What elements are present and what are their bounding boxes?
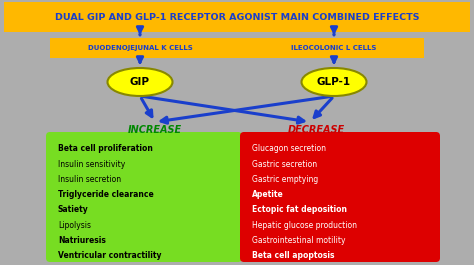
Text: DUAL GIP AND GLP-1 RECEPTOR AGONIST MAIN COMBINED EFFECTS: DUAL GIP AND GLP-1 RECEPTOR AGONIST MAIN… xyxy=(55,12,419,21)
Text: DECREASE: DECREASE xyxy=(287,125,345,135)
Text: Triglyceride clearance: Triglyceride clearance xyxy=(58,190,154,199)
Text: Apetite: Apetite xyxy=(252,190,284,199)
Text: DUODENOJEJUNAL K CELLS: DUODENOJEJUNAL K CELLS xyxy=(88,45,192,51)
FancyBboxPatch shape xyxy=(240,132,440,262)
Ellipse shape xyxy=(301,68,366,96)
Text: Natriuresis: Natriuresis xyxy=(58,236,106,245)
Text: Beta cell proliferation: Beta cell proliferation xyxy=(58,144,153,153)
Text: Beta cell apoptosis: Beta cell apoptosis xyxy=(252,251,335,260)
Text: Glucagon secretion: Glucagon secretion xyxy=(252,144,326,153)
Text: Hepatic glucose production: Hepatic glucose production xyxy=(252,220,357,229)
Text: Insulin sensitivity: Insulin sensitivity xyxy=(58,160,125,169)
Text: Ventricular contractility: Ventricular contractility xyxy=(58,251,162,260)
Text: GLP-1: GLP-1 xyxy=(317,77,351,87)
Text: Gastric secretion: Gastric secretion xyxy=(252,160,317,169)
FancyBboxPatch shape xyxy=(46,132,242,262)
Text: Ectopic fat deposition: Ectopic fat deposition xyxy=(252,205,347,214)
Text: Gastric emptying: Gastric emptying xyxy=(252,175,318,184)
FancyBboxPatch shape xyxy=(4,2,470,32)
Text: Insulin secretion: Insulin secretion xyxy=(58,175,121,184)
Text: Satiety: Satiety xyxy=(58,205,89,214)
Text: Lipolysis: Lipolysis xyxy=(58,220,91,229)
FancyBboxPatch shape xyxy=(50,38,424,58)
Text: INCREASE: INCREASE xyxy=(128,125,182,135)
Ellipse shape xyxy=(108,68,173,96)
Text: ILEOCOLONIC L CELLS: ILEOCOLONIC L CELLS xyxy=(292,45,377,51)
Text: GIP: GIP xyxy=(130,77,150,87)
Text: Gastrointestinal motility: Gastrointestinal motility xyxy=(252,236,346,245)
